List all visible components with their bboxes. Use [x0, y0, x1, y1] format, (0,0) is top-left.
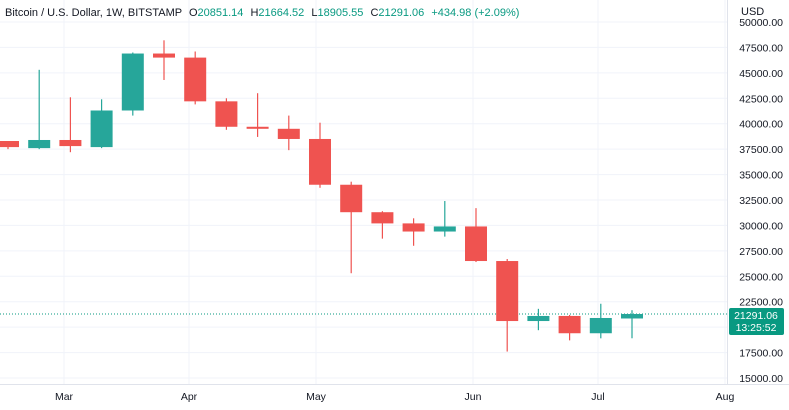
low-value: 18905.55 — [317, 7, 363, 19]
change-value: +434.98 (+2.09%) — [431, 7, 519, 19]
candle-down — [153, 40, 175, 80]
svg-text:Bitcoin / U.S. Dollar, 1W, BIT: Bitcoin / U.S. Dollar, 1W, BITSTAMP O208… — [5, 7, 519, 19]
candle-up — [527, 308, 550, 331]
low-label: L — [311, 7, 317, 19]
candle-up — [121, 52, 144, 116]
candles — [0, 40, 643, 352]
y-tick-label: 32500.00 — [739, 195, 783, 207]
candle-body — [28, 139, 51, 149]
x-tick-label: May — [306, 391, 327, 403]
candle-down — [215, 98, 238, 130]
x-tick-label: Apr — [181, 391, 198, 403]
y-tick-label: 25000.00 — [739, 271, 783, 283]
candle-up — [621, 310, 643, 339]
y-tick-label: 50000.00 — [739, 17, 783, 29]
candle-body — [527, 315, 550, 322]
candle-body — [371, 212, 394, 224]
close-value: 21291.06 — [378, 7, 424, 19]
x-tick-label: Aug — [716, 391, 735, 403]
grid — [0, 0, 789, 385]
symbol-title: Bitcoin / U.S. Dollar, 1W, BITSTAMP — [5, 7, 182, 19]
candle-body — [153, 53, 175, 58]
candle-down — [0, 141, 19, 150]
y-tick-label: 17500.00 — [739, 348, 783, 360]
open-label: O — [189, 7, 198, 19]
candle-body — [90, 110, 113, 148]
candle-body — [246, 126, 269, 129]
candle-down — [402, 218, 425, 246]
bar-countdown: 13:25:52 — [736, 322, 777, 334]
candle-body — [621, 314, 643, 319]
legend-header: Bitcoin / U.S. Dollar, 1W, BITSTAMP O208… — [5, 7, 519, 19]
x-tick-label: Mar — [55, 391, 74, 403]
candle-up — [589, 303, 612, 339]
candle-up — [28, 69, 51, 150]
high-value: 21664.52 — [258, 7, 304, 19]
candle-body — [121, 53, 144, 111]
y-tick-label: 40000.00 — [739, 119, 783, 131]
y-tick-label: 30000.00 — [739, 220, 783, 232]
candle-down — [340, 181, 363, 274]
candle-down — [59, 97, 82, 153]
candle-body — [184, 57, 207, 102]
y-tick-label: 45000.00 — [739, 68, 783, 80]
candle-down — [371, 211, 394, 239]
candle-down — [496, 258, 519, 352]
candle-body — [215, 101, 238, 127]
candle-up — [90, 99, 113, 149]
candle-body — [558, 315, 581, 334]
candle-body — [59, 139, 82, 147]
y-tick-label: 15000.00 — [739, 373, 783, 385]
close-label: C — [370, 7, 378, 19]
candle-body — [465, 226, 487, 262]
y-tick-label: 42500.00 — [739, 93, 783, 105]
candle-down — [558, 314, 581, 341]
candle-down — [465, 208, 487, 263]
candle-body — [589, 317, 612, 334]
x-tick-label: Jul — [591, 391, 604, 403]
open-value: 20851.14 — [198, 7, 244, 19]
candle-body — [402, 223, 425, 232]
candle-body — [277, 128, 300, 139]
high-label: H — [250, 7, 258, 19]
y-tick-label: 37500.00 — [739, 144, 783, 156]
candle-down — [184, 51, 207, 105]
y-tick-label: 35000.00 — [739, 170, 783, 182]
y-tick-label: 22500.00 — [739, 297, 783, 309]
candle-body — [340, 184, 363, 213]
time-axis[interactable]: Mar Apr May Jun Jul Aug — [55, 391, 735, 403]
y-tick-label: 47500.00 — [739, 42, 783, 54]
x-tick-label: Jun — [465, 391, 482, 403]
candle-body — [0, 141, 19, 148]
candle-down — [246, 93, 269, 137]
y-tick-label: 27500.00 — [739, 246, 783, 258]
candle-down — [277, 115, 300, 151]
last-price-value: 21291.06 — [734, 310, 778, 322]
candle-down — [309, 122, 331, 188]
candle-up — [433, 201, 456, 237]
last-price-badge: 21291.06 13:25:52 — [729, 308, 784, 335]
currency-label: USD — [741, 6, 764, 18]
candle-body — [433, 226, 456, 232]
candle-body — [309, 138, 331, 185]
candle-body — [496, 261, 519, 322]
